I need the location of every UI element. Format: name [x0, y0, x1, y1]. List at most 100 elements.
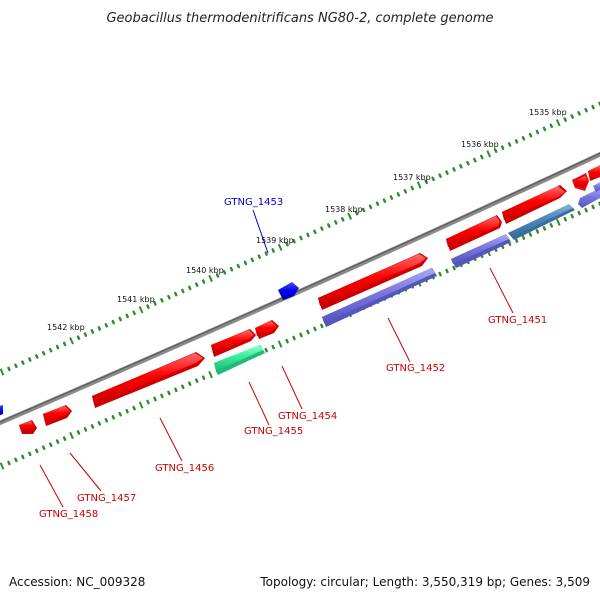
inner-scale-major-tick	[277, 340, 283, 348]
outer-scale-minor-tick	[285, 241, 289, 247]
outer-scale-minor-tick	[473, 157, 477, 163]
outer-scale-minor-tick	[90, 329, 95, 334]
gene-label-gtng-1453[interactable]: GTNG_1453	[224, 197, 283, 208]
outer-scale-minor-tick	[271, 248, 275, 253]
gene-arrow-gtng-1453[interactable]	[278, 282, 299, 300]
outer-scale-minor-tick	[549, 123, 553, 129]
gene-arrow-gtng-1455[interactable]	[211, 329, 256, 357]
outer-scale-major-tick	[347, 212, 353, 220]
gene-label-gtng-1451[interactable]: GTNG_1451	[488, 315, 547, 326]
inner-scale-minor-tick	[521, 235, 526, 240]
gene-label-gtng-1455[interactable]: GTNG_1455	[244, 426, 303, 437]
outer-scale-minor-tick	[327, 223, 331, 228]
scale-label-1538: 1538 kbp	[325, 205, 363, 214]
rna-feature-1455[interactable]	[214, 345, 265, 375]
inner-scale-minor-tick	[146, 399, 150, 405]
genome-summary-text: Topology: circular; Length: 3,550,319 bp…	[259, 575, 590, 589]
outer-scale-minor-tick	[334, 220, 338, 225]
gene-arrow-partial-1450b[interactable]	[588, 165, 600, 181]
gene-arrow-gtng-1456[interactable]	[92, 352, 205, 408]
outer-scale-minor-tick	[396, 192, 400, 197]
leader-gtng-1451	[489, 267, 514, 314]
outer-scale-minor-tick	[49, 347, 53, 353]
outer-scale-minor-tick	[264, 251, 268, 256]
reverse-strand-track	[214, 182, 600, 375]
inner-scale-minor-tick	[76, 430, 81, 435]
gene-arrow-gtng-1451[interactable]	[502, 185, 567, 224]
outer-scale-minor-tick	[42, 351, 46, 356]
outer-scale-minor-tick	[570, 114, 574, 119]
inner-scale-major-tick	[138, 401, 144, 409]
gene-arrow-partial-1450[interactable]	[572, 173, 589, 191]
inner-scale-minor-tick	[591, 204, 595, 210]
outer-scale-minor-tick	[250, 257, 255, 263]
gene-labels: GTNG_1451 GTNG_1452 GTNG_1453 GTNG_1454 …	[39, 197, 547, 520]
outer-scale-minor-tick	[118, 316, 122, 322]
inner-scale-minor-tick	[577, 210, 581, 216]
outer-scale-minor-tick	[306, 232, 310, 238]
inner-scale-minor-tick	[97, 421, 102, 426]
outer-scale-minor-tick	[146, 304, 150, 309]
gene-label-gtng-1456[interactable]: GTNG_1456	[155, 463, 214, 474]
outer-scale-minor-tick	[83, 332, 88, 337]
inner-scale-minor-tick	[35, 448, 39, 454]
gene-label-gtng-1457[interactable]: GTNG_1457	[77, 493, 136, 504]
outer-scale-minor-tick	[201, 279, 206, 284]
outer-scale-minor-tick	[21, 360, 25, 365]
outer-scale-minor-tick	[480, 154, 484, 160]
outer-scale-minor-tick	[62, 341, 67, 347]
gene-arrow-gtng-1458[interactable]	[19, 420, 37, 434]
inner-scale-minor-tick	[21, 454, 25, 460]
inner-scale-minor-tick	[90, 424, 95, 429]
outer-scale-minor-tick	[320, 226, 324, 231]
inner-scale-minor-tick	[118, 411, 122, 417]
inner-scale-minor-tick	[570, 213, 574, 219]
outer-scale-minor-tick	[341, 216, 345, 222]
gene-arrow-gtng-1451b[interactable]	[446, 215, 502, 251]
gene-label-gtng-1452[interactable]: GTNG_1452	[386, 363, 445, 374]
outer-scale-minor-tick	[153, 301, 157, 306]
gene-label-gtng-1454[interactable]: GTNG_1454	[278, 411, 337, 422]
outer-scale-minor-tick	[215, 273, 220, 278]
scale-label-1540: 1540 kbp	[186, 266, 224, 275]
gene-arrow-edge-blue[interactable]	[0, 405, 3, 416]
map-title: Geobacillus thermodenitrificans NG80-2, …	[106, 11, 493, 26]
gene-arrow-reverse-1452[interactable]	[322, 268, 437, 327]
gene-arrow-gtng-1457[interactable]	[43, 405, 72, 426]
outer-scale-minor-tick	[194, 282, 199, 287]
inner-scale-minor-tick	[55, 439, 60, 444]
inner-scale-minor-tick	[584, 207, 588, 213]
inner-scale-minor-tick	[542, 226, 547, 231]
outer-scale-minor-tick	[104, 323, 109, 328]
outer-scale-minor-tick	[167, 294, 171, 300]
scale-label-1541: 1541 kbp	[117, 295, 155, 304]
gene-arrow-reverse-steel[interactable]	[508, 204, 575, 240]
inner-scale-minor-tick	[104, 418, 109, 423]
gene-label-gtng-1458[interactable]: GTNG_1458	[39, 509, 98, 520]
outer-scale-minor-tick	[375, 201, 380, 207]
inner-scale-major-tick	[208, 370, 213, 379]
scale-labels: 1535 kbp 1536 kbp 1537 kbp 1538 kbp 1539…	[47, 108, 567, 332]
leader-gtng-1455	[248, 381, 270, 426]
outer-scale-minor-tick	[535, 129, 540, 135]
inner-scale-minor-tick	[125, 408, 129, 414]
outer-scale-major-tick	[486, 150, 492, 158]
gene-arrow-gtng-1454[interactable]	[255, 320, 279, 339]
outer-scale-minor-tick	[160, 298, 164, 303]
gene-arrow-reverse-1451[interactable]	[451, 234, 511, 268]
gene-arrow-gtng-1452[interactable]	[318, 253, 428, 310]
scale-label-1535: 1535 kbp	[529, 108, 567, 117]
outer-scale-minor-tick	[507, 142, 512, 147]
inner-scale-minor-tick	[438, 271, 442, 277]
outer-scale-minor-tick	[292, 238, 296, 244]
outer-scale-minor-tick	[389, 195, 394, 200]
outer-scale-minor-tick	[494, 148, 498, 154]
leader-gtng-1457	[69, 452, 102, 492]
scale-label-1536: 1536 kbp	[461, 140, 499, 149]
outer-scale-minor-tick	[299, 235, 303, 241]
gene-arrow-partial-reverse[interactable]	[578, 182, 600, 208]
outer-scale-minor-tick	[577, 111, 581, 116]
scale-label-1539: 1539 kbp	[256, 236, 294, 245]
inner-scale-minor-tick	[83, 427, 88, 432]
